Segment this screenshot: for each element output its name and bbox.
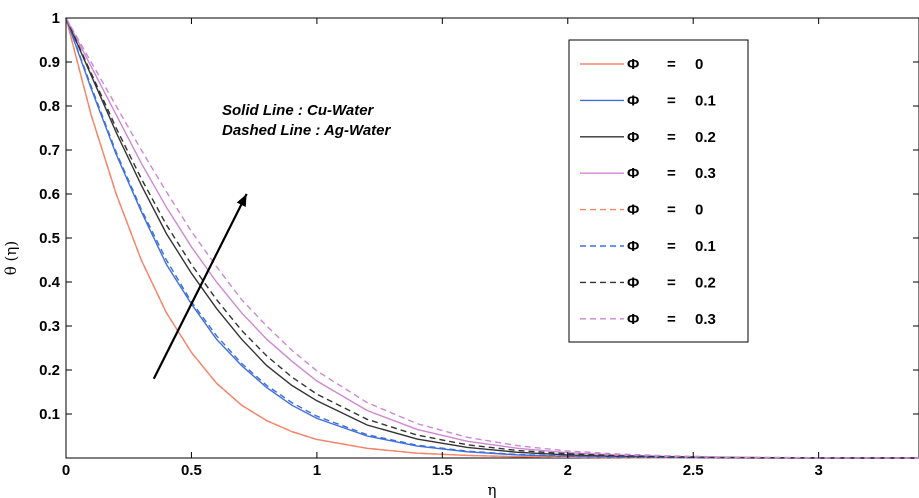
legend-value: 0.2 — [695, 129, 716, 146]
y-tick-label: 0.6 — [39, 186, 60, 203]
legend-equals: = — [667, 274, 676, 291]
y-tick-label: 0.2 — [39, 362, 60, 379]
legend-symbol: Φ — [627, 165, 639, 182]
y-tick-label: 0.1 — [39, 406, 60, 423]
y-tick-label: 1 — [52, 10, 60, 27]
legend: Φ = 0 Φ = 0.1 Φ = 0.2 Φ = 0.3 Φ = 0 Φ = 0.1 Φ = 0.2 Φ = 0.3 — [580, 56, 716, 328]
legend-value: 0 — [695, 202, 703, 219]
legend-value: 0.1 — [695, 92, 716, 109]
y-axis-label: θ (η) — [2, 241, 20, 276]
x-tick-label: 2.5 — [683, 462, 704, 479]
legend-value: 0.2 — [695, 274, 716, 291]
legend-equals: = — [667, 165, 676, 182]
legend-symbol: Φ — [627, 238, 639, 255]
y-tick-label: 0.3 — [39, 318, 60, 335]
legend-equals: = — [667, 238, 676, 255]
legend-entry-6: Φ = 0.1 — [580, 238, 716, 255]
y-tick-label: 0.5 — [39, 230, 60, 247]
y-tick-label: 0.9 — [39, 54, 60, 71]
legend-box — [568, 39, 749, 343]
legend-entry-4: Φ = 0.3 — [580, 165, 716, 182]
legend-equals: = — [667, 129, 676, 146]
x-tick-label: 0 — [62, 462, 70, 479]
axes-layer: 0 0.5 1 1.5 2 2.5 3 0.1 0.2 0.3 0.4 0.5 0.6 0.7 0.8 0.9… — [39, 10, 919, 479]
legend-equals: = — [667, 92, 676, 109]
legend-equals: = — [667, 202, 676, 219]
x-axis-label: η — [488, 481, 497, 498]
legend-entry-7: Φ = 0.2 — [580, 274, 716, 291]
legend-entry-3: Φ = 0.2 — [580, 129, 716, 146]
legend-value: 0.1 — [695, 238, 716, 255]
trend-arrow-head — [236, 194, 247, 207]
x-tick-label: 3 — [814, 462, 822, 479]
legend-equals: = — [667, 311, 676, 328]
x-tick-label: 1.5 — [432, 462, 453, 479]
legend-symbol: Φ — [627, 274, 639, 291]
legend-symbol: Φ — [627, 311, 639, 328]
annotation-dashed-line: Dashed Line : Ag-Water — [222, 122, 392, 139]
x-tick-label: 0.5 — [181, 462, 202, 479]
series-layer — [65, 17, 919, 459]
y-tick-label: 0.4 — [39, 274, 61, 291]
annotation-solid-line: Solid Line : Cu-Water — [222, 102, 375, 119]
legend-entry-1: Φ = 0 — [580, 56, 703, 73]
legend-value: 0 — [695, 56, 703, 73]
trend-arrow — [152, 193, 248, 380]
legend-symbol: Φ — [627, 129, 639, 146]
series-line-8-dashed — [65, 17, 919, 459]
y-tick-label: 0.8 — [39, 98, 60, 115]
legend-value: 0.3 — [695, 311, 716, 328]
x-tick-label: 1 — [313, 462, 321, 479]
series-line-7-dashed — [65, 17, 919, 459]
legend-symbol: Φ — [627, 202, 639, 219]
legend-entry-8: Φ = 0.3 — [580, 311, 716, 328]
legend-symbol: Φ — [627, 56, 639, 73]
y-tick-label: 0.7 — [39, 142, 60, 159]
legend-entry-2: Φ = 0.1 — [580, 92, 716, 109]
plot-area — [65, 17, 919, 459]
legend-entry-5: Φ = 0 — [580, 202, 703, 219]
legend-symbol: Φ — [627, 92, 639, 109]
x-tick-label: 2 — [564, 462, 572, 479]
legend-value: 0.3 — [695, 165, 716, 182]
legend-equals: = — [667, 56, 676, 73]
trend-arrow-shaft — [152, 193, 248, 380]
series-line-6-dashed — [65, 17, 919, 459]
